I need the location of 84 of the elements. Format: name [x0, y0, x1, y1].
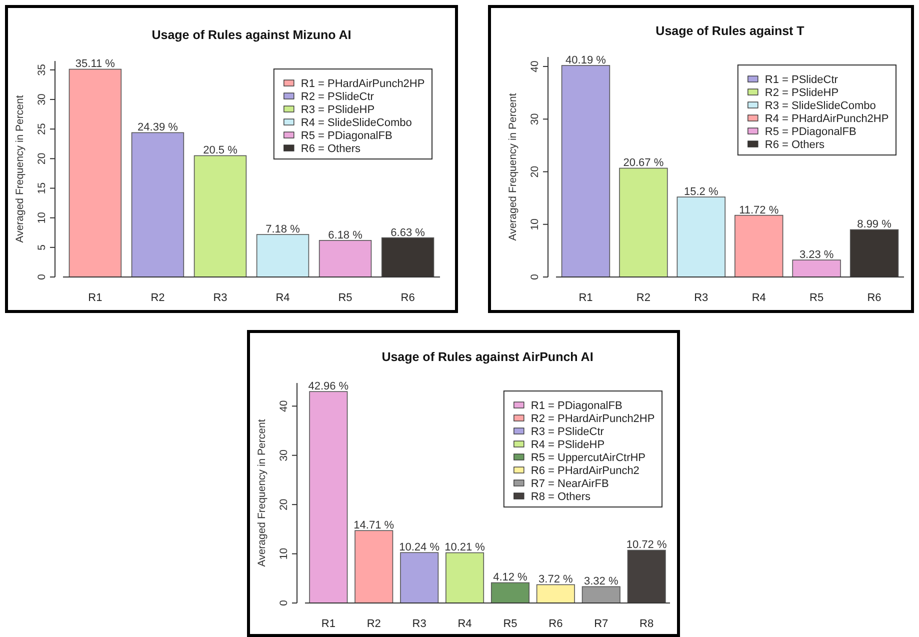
legend-label: R6 = PHardAirPunch2 — [530, 465, 640, 477]
x-tick-label: R7 — [594, 618, 608, 630]
data-label: 42.96 % — [308, 380, 349, 393]
x-tick-label: R4 — [458, 618, 472, 630]
data-label: 20.67 % — [623, 157, 664, 170]
x-tick-label: R1 — [88, 292, 102, 304]
legend-label: R5 = PDiagonalFB — [300, 130, 392, 142]
legend-label: R7 = NearAirFB — [530, 478, 609, 490]
chart-title: Usage of Rules against T — [656, 24, 805, 38]
y-tick-label: 25 — [36, 123, 48, 135]
y-axis-title: Averaged Frequency in Percent — [507, 93, 519, 241]
data-label: 7.18 % — [266, 224, 300, 236]
x-tick-label: R5 — [503, 618, 518, 630]
x-tick-label: R6 — [867, 292, 882, 304]
x-tick-label: R2 — [636, 292, 650, 304]
data-label: 11.72 % — [739, 204, 779, 216]
y-tick-label: 10 — [529, 218, 541, 230]
x-tick-label: R6 — [400, 292, 415, 304]
data-label: 10.72 % — [626, 539, 667, 552]
legend-label: R6 = Others — [764, 139, 826, 151]
legend-label: R3 = PSlideHP — [300, 104, 375, 116]
y-tick-label: 35 — [36, 64, 48, 76]
x-tick-label: R3 — [213, 292, 228, 304]
data-label: 20.5 % — [203, 144, 238, 157]
y-tick-label: 10 — [278, 548, 290, 560]
data-label: 35.11 % — [75, 58, 116, 70]
legend-label: R6 = Others — [300, 143, 362, 155]
legend-label: R3 = SlideSlideCombo — [764, 100, 876, 112]
data-label: 3.23 % — [799, 249, 834, 261]
legend-label: R1 = PDiagonalFB — [530, 400, 622, 412]
legend-label: R8 = Others — [530, 491, 592, 503]
y-tick-label: 15 — [36, 182, 48, 194]
data-label: 10.21 % — [444, 542, 486, 554]
y-tick-label: 0 — [278, 600, 290, 606]
x-tick-label: R1 — [578, 292, 593, 304]
y-tick-label: 30 — [278, 449, 290, 462]
x-tick-label: R2 — [366, 618, 381, 630]
x-tick-label: R3 — [412, 618, 426, 630]
legend-label: R4 = PSlideHP — [530, 439, 605, 451]
y-axis-title: Averaged Frequency in Percent — [256, 419, 268, 567]
x-tick-label: R5 — [338, 292, 352, 304]
y-axis-title: Averaged Frequency in Percent — [14, 95, 26, 243]
legend-label: R4 = PHardAirPunch2HP — [764, 113, 889, 125]
chart-title: Usage of Rules against AirPunch AI — [382, 350, 594, 364]
y-tick-label: 30 — [36, 93, 48, 106]
x-tick-label: R1 — [321, 618, 336, 630]
data-label: 14.71 % — [354, 520, 394, 532]
data-label: 3.72 % — [538, 574, 574, 586]
data-label: 8.99 % — [857, 218, 892, 231]
x-tick-label: R2 — [150, 292, 165, 304]
x-tick-label: R4 — [276, 292, 290, 304]
data-label: 4.12 % — [493, 572, 528, 584]
data-label: 6.63 % — [390, 226, 426, 239]
x-tick-label: R5 — [810, 292, 824, 304]
y-tick-label: 40 — [278, 400, 290, 412]
legend-label: R2 = PSlideCtr — [300, 91, 374, 103]
y-tick-label: 20 — [36, 152, 48, 164]
chart-title: Usage of Rules against Mizuno AI — [152, 28, 352, 42]
y-tick-label: 20 — [278, 498, 290, 510]
legend-label: R4 = SlideSlideCombo — [300, 117, 412, 129]
data-label: 40.19 % — [566, 54, 606, 66]
legend-label: R5 = PDiagonalFB — [764, 126, 856, 138]
data-label: 24.39 % — [138, 122, 178, 134]
x-tick-label: R8 — [640, 618, 654, 630]
legend-label: R5 = UppercutAirCtrHP — [530, 452, 646, 464]
legend-label: R1 = PSlideCtr — [764, 74, 838, 86]
x-tick-label: R6 — [548, 618, 563, 630]
data-label: 6.18 % — [328, 229, 363, 242]
legend-label: R1 = PHardAirPunch2HP — [300, 78, 425, 90]
y-tick-label: 0 — [36, 274, 48, 280]
x-tick-label: R3 — [694, 292, 708, 304]
y-tick-label: 5 — [36, 244, 48, 250]
y-tick-label: 30 — [529, 113, 541, 125]
legend-label: R2 = PHardAirPunch2HP — [530, 413, 655, 425]
y-tick-label: 40 — [529, 60, 541, 72]
y-tick-label: 10 — [36, 212, 48, 224]
data-label: 10.24 % — [399, 542, 440, 554]
y-tick-label: 20 — [529, 166, 541, 178]
data-label: 15.2 % — [684, 186, 718, 198]
data-label: 3.32 % — [584, 576, 618, 588]
legend-label: R2 = PSlideHP — [764, 87, 839, 99]
legend-label: R3 = PSlideCtr — [530, 426, 604, 438]
y-tick-label: 0 — [529, 274, 541, 280]
x-tick-label: R4 — [752, 292, 766, 304]
